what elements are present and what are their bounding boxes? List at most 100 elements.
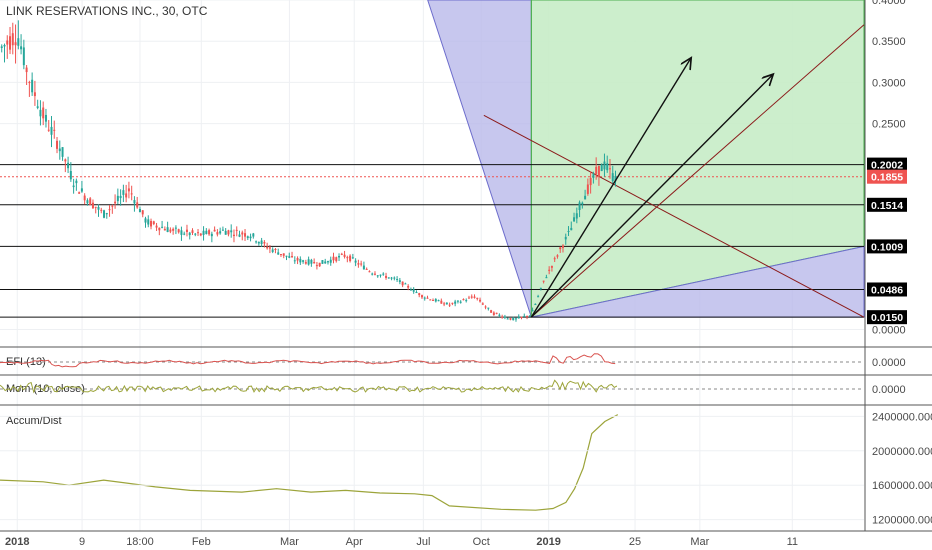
candle-body bbox=[257, 241, 260, 244]
candle-body bbox=[94, 206, 97, 208]
accum-dist-axis: 2400000.0000 2000000.0000 1600000.0000 1200… bbox=[0, 411, 932, 527]
candle-body bbox=[465, 300, 468, 302]
candle-body bbox=[152, 221, 155, 225]
candle-body bbox=[219, 231, 222, 234]
candle-body bbox=[581, 202, 584, 205]
candle-body bbox=[534, 303, 537, 305]
candle-body bbox=[116, 195, 119, 202]
price-level-badge[interactable] bbox=[867, 282, 907, 297]
candle-body bbox=[33, 92, 36, 97]
trend-arrow[interactable] bbox=[530, 74, 773, 318]
candlestick-series bbox=[0, 20, 617, 322]
candle-body bbox=[61, 147, 64, 157]
candle-body bbox=[260, 240, 263, 244]
candle-body bbox=[595, 166, 598, 174]
candle-body bbox=[340, 253, 343, 255]
time-axis-tick-label: 2019 bbox=[536, 536, 560, 548]
candle-body bbox=[78, 192, 81, 194]
price-pane[interactable]: LINK RESERVATIONS INC., 30, OTC bbox=[0, 0, 865, 531]
candle-body bbox=[398, 280, 401, 283]
trend-arrows[interactable] bbox=[530, 58, 773, 318]
candle-body bbox=[238, 234, 241, 237]
candle-body bbox=[440, 300, 443, 304]
candle-body bbox=[329, 259, 332, 263]
candle-body bbox=[177, 229, 180, 233]
candle-body bbox=[514, 318, 517, 320]
candle-body bbox=[564, 236, 567, 240]
momentum-line bbox=[0, 379, 618, 394]
price-level-badge[interactable] bbox=[867, 157, 907, 172]
accum-dist-pane[interactable]: Accum/Dist bbox=[0, 414, 619, 511]
price-level-badge[interactable] bbox=[867, 310, 907, 325]
price-level-badge[interactable] bbox=[867, 197, 907, 212]
price-level-badge[interactable] bbox=[867, 169, 907, 184]
time-axis[interactable]: 2018 9 18:00 Feb Mar Apr Jul Oct 2019 25 Mar 11 bbox=[5, 536, 798, 548]
candle-body bbox=[72, 185, 75, 188]
candle-body bbox=[550, 265, 553, 268]
price-level-lines[interactable] bbox=[0, 24, 865, 318]
diagonal-trend-line[interactable] bbox=[531, 24, 865, 318]
candle-body bbox=[213, 229, 216, 232]
candle-body bbox=[144, 218, 147, 223]
time-axis-tick-label: Feb bbox=[192, 536, 211, 548]
candle-body bbox=[64, 159, 67, 162]
candle-body bbox=[103, 210, 106, 218]
price-axis[interactable]: 0.4000 0.3500 0.3000 0.2500 0.0000 0.20020.18… bbox=[867, 0, 907, 337]
candle-body bbox=[351, 257, 354, 259]
momentum-pane[interactable]: Mom (10, close) 0.0000 bbox=[0, 379, 906, 396]
accum-dist-line bbox=[0, 414, 619, 511]
diagonal-trend-line[interactable] bbox=[483, 114, 865, 318]
time-axis-tick-label: 9 bbox=[79, 536, 85, 548]
candle-body bbox=[608, 168, 611, 170]
efi-line bbox=[0, 353, 616, 368]
candle-body bbox=[343, 254, 346, 257]
candle-body bbox=[423, 297, 426, 299]
candle-body bbox=[36, 106, 39, 108]
candle-body bbox=[163, 228, 166, 231]
candle-body bbox=[75, 180, 78, 184]
candle-body bbox=[185, 229, 188, 232]
candle-body bbox=[404, 283, 407, 285]
efi-pane[interactable]: EFI (13) 0.0000 bbox=[0, 353, 906, 369]
candle-body bbox=[360, 263, 363, 265]
time-axis-tick-label: Mar bbox=[690, 536, 709, 548]
candle-body bbox=[174, 227, 177, 229]
candle-body bbox=[523, 315, 526, 317]
candle-body bbox=[249, 236, 252, 239]
candle-body bbox=[69, 171, 72, 180]
candle-body bbox=[244, 233, 247, 237]
candle-body bbox=[53, 129, 56, 131]
candle-body bbox=[528, 315, 531, 317]
candle-body bbox=[169, 229, 172, 232]
candle-body bbox=[396, 278, 399, 280]
candle-body bbox=[20, 46, 23, 50]
time-axis-tick-label: Jul bbox=[416, 536, 430, 548]
candle-body bbox=[208, 230, 211, 235]
candle-body bbox=[512, 317, 515, 321]
candle-body bbox=[335, 257, 338, 262]
candle-body bbox=[150, 220, 153, 227]
candle-body bbox=[202, 230, 205, 235]
candle-body bbox=[161, 226, 164, 228]
chart-title: LINK RESERVATIONS INC., 30, OTC bbox=[6, 4, 208, 18]
candle-body bbox=[216, 232, 219, 235]
candle-body bbox=[611, 173, 614, 182]
candle-body bbox=[288, 256, 291, 258]
trend-arrow[interactable] bbox=[530, 58, 691, 318]
candle-body bbox=[22, 47, 25, 66]
candle-body bbox=[122, 190, 125, 195]
candle-body bbox=[501, 316, 504, 318]
candle-body bbox=[42, 107, 45, 119]
accum-dist-tick-label: 1600000.0000 bbox=[872, 480, 932, 492]
candle-body bbox=[354, 260, 357, 263]
candle-body bbox=[448, 304, 451, 306]
candle-body bbox=[606, 163, 609, 171]
gann-fan-zones[interactable] bbox=[427, 0, 865, 318]
candle-body bbox=[589, 177, 592, 186]
candle-body bbox=[6, 40, 9, 45]
accum-dist-title: Accum/Dist bbox=[6, 415, 62, 427]
candle-body bbox=[567, 230, 570, 232]
price-level-badge[interactable] bbox=[867, 239, 907, 254]
candle-body bbox=[467, 297, 470, 299]
